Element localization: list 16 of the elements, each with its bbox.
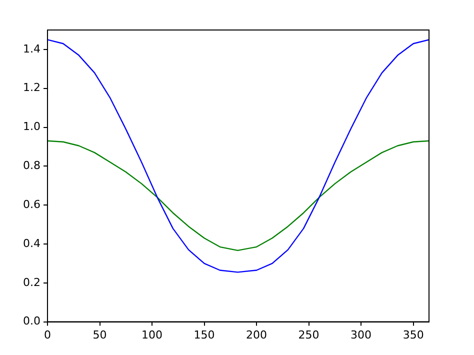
y-tick-label: 0.6 [22, 198, 40, 211]
x-tick-label: 100 [142, 328, 163, 342]
y-tick-label: 0.0 [22, 314, 40, 328]
y-tick-label: 0.4 [22, 236, 40, 250]
y-tick-label: 0.8 [22, 159, 40, 172]
x-tick-label: 300 [350, 328, 372, 342]
x-tick-label: 250 [298, 328, 320, 342]
x-tick-label: 150 [194, 328, 215, 342]
x-tick-label: 200 [246, 328, 268, 342]
y-tick-label: 1.2 [22, 81, 40, 94]
x-tick-label: 350 [402, 328, 424, 342]
y-tick-label: 1.4 [22, 42, 40, 56]
x-tick-label: 50 [92, 328, 107, 342]
y-tick-label: 0.2 [22, 276, 40, 289]
y-tick-label: 1.0 [22, 120, 40, 134]
x-tick-label: 0 [44, 328, 51, 342]
